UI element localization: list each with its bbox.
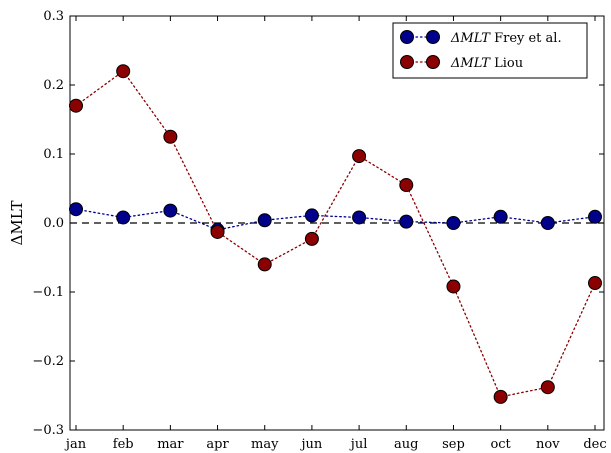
x-tick-label: nov	[536, 437, 560, 452]
data-point-series-0-sep	[446, 216, 461, 230]
data-point-series-0-nov	[540, 216, 555, 230]
data-point-series-0-mar	[163, 203, 178, 218]
legend-label-prefix: ΔMLT	[450, 31, 491, 46]
legend-box	[392, 22, 588, 79]
legend-label-prefix: ΔMLT	[450, 56, 491, 71]
data-point-series-0-may	[257, 213, 272, 228]
data-point-series-1-apr	[210, 224, 225, 239]
data-point-series-1-may	[257, 257, 272, 272]
data-point-series-1-mar	[163, 129, 178, 144]
y-tick-label: 0.0	[43, 216, 64, 231]
x-tick-label: mar	[157, 437, 184, 452]
legend-marker-1-b	[426, 55, 440, 69]
y-tick-label: 0.2	[43, 78, 64, 93]
y-tick-label: 0.3	[43, 9, 64, 24]
x-tick-label: oct	[490, 437, 511, 452]
data-point-series-0-jul	[352, 210, 367, 225]
series-layer	[69, 64, 602, 404]
legend: ΔMLT Frey et al.ΔMLT Liou	[392, 22, 588, 79]
y-tick-label: −0.1	[32, 285, 64, 300]
x-tick-label: feb	[113, 437, 134, 452]
data-point-series-0-dec	[588, 209, 602, 224]
legend-marker-0-b	[426, 30, 440, 44]
y-tick-label: −0.3	[32, 423, 64, 438]
series-line-1	[75, 70, 596, 398]
y-axis-label: ΔMLT	[8, 201, 26, 246]
legend-label-suffix: Frey et al.	[490, 31, 562, 46]
y-tick-label: 0.1	[43, 147, 64, 162]
x-tick-label: may	[251, 437, 279, 452]
legend-marker-1	[400, 55, 414, 69]
data-point-series-1-dec	[588, 276, 602, 291]
x-tick-label: dec	[583, 437, 606, 452]
data-point-series-1-oct	[493, 389, 508, 404]
data-point-series-1-feb	[116, 64, 131, 79]
data-point-series-0-oct	[493, 209, 508, 224]
x-tick-label: aug	[394, 437, 418, 452]
data-point-series-0-feb	[116, 210, 131, 225]
x-tick-label: jun	[300, 437, 323, 452]
data-point-series-1-jan	[69, 98, 83, 113]
legend-label-0: ΔMLT Frey et al.	[450, 31, 562, 46]
series-line-0	[75, 208, 596, 231]
data-point-series-1-jun	[304, 231, 319, 246]
data-point-series-1-nov	[540, 380, 555, 395]
legend-label-1: ΔMLT Liou	[450, 56, 523, 71]
data-point-series-0-jun	[304, 208, 319, 223]
x-tick-label: apr	[206, 437, 229, 452]
x-tick-label: jul	[349, 437, 368, 452]
y-tick-label: −0.2	[32, 354, 64, 369]
data-point-series-1-jul	[352, 149, 367, 164]
data-point-series-0-jan	[69, 202, 83, 217]
x-tick-label: jan	[64, 437, 87, 452]
data-point-series-1-aug	[399, 178, 414, 193]
data-point-series-0-aug	[399, 214, 414, 229]
legend-label-suffix: Liou	[490, 56, 523, 71]
legend-marker-0	[400, 30, 414, 44]
x-tick-label: sep	[442, 437, 465, 452]
data-point-series-1-sep	[446, 279, 461, 294]
